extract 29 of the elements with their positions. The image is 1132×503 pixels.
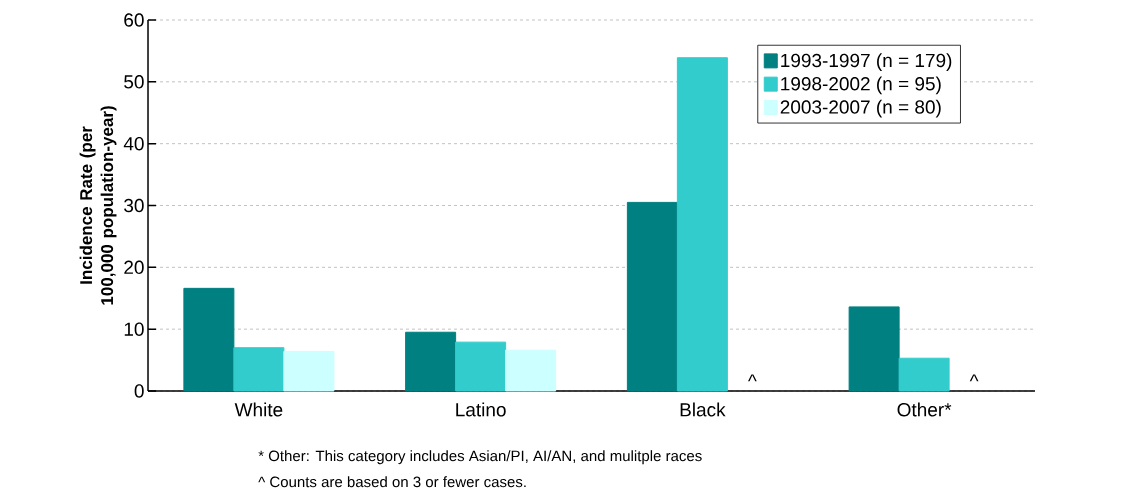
y-tick-label: 20 — [124, 260, 144, 275]
y-tick-label: 40 — [123, 136, 144, 151]
y-tick-label: 30 — [124, 198, 144, 213]
bar — [505, 349, 557, 392]
bar — [233, 347, 285, 392]
legend-label: 1998-2002 (n = 95) — [781, 76, 941, 95]
bar — [183, 287, 235, 392]
text: ^ — [969, 374, 979, 382]
legend-label: 1993-1997 (n = 179) — [781, 53, 952, 71]
y-tick-label: 50 — [124, 75, 144, 89]
text: ^ — [748, 374, 757, 382]
text: * Other: This category includes Asian/PI, AI/AN, and mulitple races — [258, 450, 702, 465]
x-tick-label: Black — [680, 402, 726, 417]
legend-label: 2003-2007 (n = 80) — [780, 99, 941, 118]
x-tick-label: White — [234, 402, 283, 417]
bar — [626, 201, 678, 392]
y-axis-title: Incidence Rate (per 100,000 population-year) — [79, 106, 117, 305]
bar — [898, 357, 950, 392]
bar — [283, 350, 335, 392]
y-tick-label: 0 — [134, 384, 144, 398]
x-tick-label: Latino — [456, 402, 506, 417]
bar — [676, 57, 728, 392]
x-tick-label: Other* — [897, 402, 952, 417]
bar — [848, 306, 900, 392]
y-tick-label: 10 — [124, 322, 144, 336]
text: ^ Counts are based on 3 or fewer cases. — [258, 476, 526, 488]
y-tick-label: 60 — [124, 13, 144, 27]
bar — [405, 331, 457, 392]
bar — [455, 341, 507, 392]
